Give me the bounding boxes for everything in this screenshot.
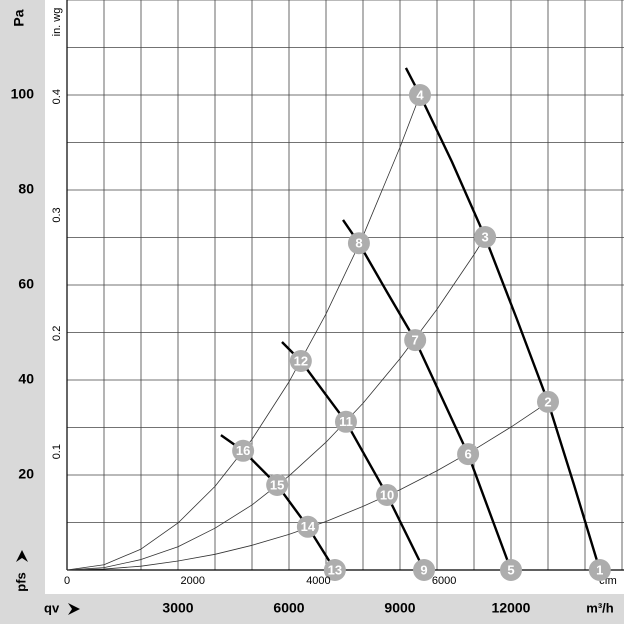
- fan-curve: [404, 67, 601, 571]
- operating-point: [296, 515, 319, 538]
- operating-point: [334, 410, 357, 433]
- operating-point-label: 8: [355, 236, 362, 251]
- operating-point-label: 14: [301, 519, 316, 534]
- operating-point: [408, 84, 431, 106]
- operating-point-label: 10: [380, 487, 394, 502]
- operating-point-label: 1: [596, 562, 603, 577]
- operating-point: [474, 226, 497, 249]
- y2-axis-label: in. wg: [51, 8, 63, 37]
- operating-point-label: 6: [464, 447, 471, 462]
- operating-point: [232, 439, 255, 462]
- y-tick-label: 20: [18, 466, 34, 482]
- x-arrow: [68, 603, 80, 615]
- x2-tick-label: 2000: [180, 575, 204, 587]
- operating-point-label: 5: [507, 562, 514, 577]
- x-axis-symbol: qv: [44, 600, 60, 615]
- operating-point-label: 9: [420, 562, 427, 577]
- operating-point: [500, 559, 522, 581]
- operating-point: [588, 559, 611, 581]
- operating-point: [457, 443, 480, 466]
- y2-tick-label: 0.2: [51, 326, 63, 341]
- operating-point: [413, 559, 436, 581]
- x-tick-label: 3000: [162, 600, 193, 616]
- operating-point: [266, 473, 289, 496]
- operating-point-label: 11: [339, 414, 353, 429]
- operating-point-label: 12: [294, 353, 308, 368]
- y2-tick-label: 0.1: [51, 444, 63, 459]
- operating-point: [376, 483, 399, 506]
- y2-tick-label: 0.3: [51, 207, 63, 222]
- y-tick-label: 40: [18, 371, 34, 387]
- x2-tick-label: 0: [64, 575, 70, 587]
- x-axis-label: m³/h: [586, 600, 614, 615]
- operating-point-label: 16: [236, 443, 250, 458]
- x2-tick-label: 6000: [432, 575, 456, 587]
- x-tick-label: 12000: [492, 600, 531, 616]
- operating-point-label: 15: [270, 477, 284, 492]
- x-tick-label: 6000: [273, 600, 304, 616]
- y-tick-label: 80: [18, 181, 34, 197]
- y-tick-label: 100: [11, 86, 35, 102]
- operating-point: [347, 232, 370, 255]
- y-arrow: [16, 550, 28, 562]
- system-curve: [66, 236, 486, 571]
- operating-point-label: 2: [544, 394, 551, 409]
- x2-tick-label: 4000: [306, 575, 330, 587]
- y-tick-label: 60: [18, 276, 34, 292]
- operating-point-label: 7: [412, 333, 419, 348]
- operating-point: [404, 329, 427, 352]
- y2-tick-label: 0.4: [51, 89, 63, 104]
- operating-point-label: 4: [416, 87, 424, 102]
- y-axis-label: Pa: [11, 9, 27, 26]
- y-axis-symbol: pfs: [13, 572, 28, 592]
- operating-point: [289, 350, 312, 372]
- operating-point: [537, 390, 559, 413]
- system-curve: [66, 94, 421, 571]
- x-tick-label: 9000: [384, 600, 415, 616]
- operating-point: [323, 559, 346, 581]
- operating-point-label: 3: [481, 229, 488, 244]
- operating-point-label: 13: [328, 562, 342, 577]
